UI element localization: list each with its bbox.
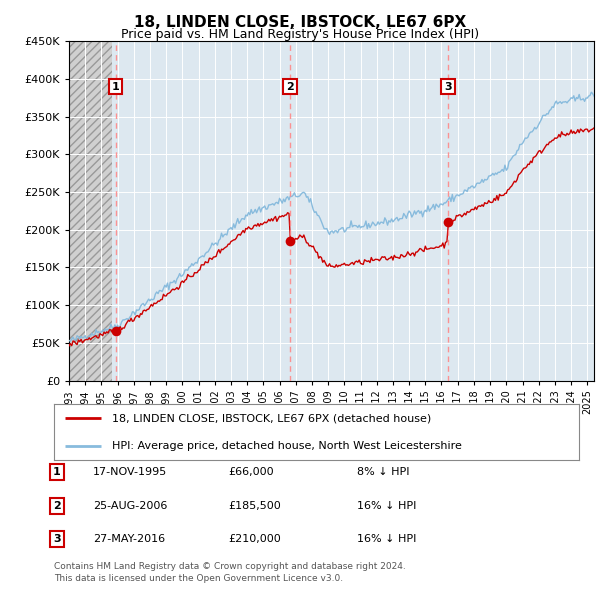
Text: £185,500: £185,500: [228, 501, 281, 510]
Text: This data is licensed under the Open Government Licence v3.0.: This data is licensed under the Open Gov…: [54, 574, 343, 583]
Text: 2: 2: [286, 81, 294, 91]
Bar: [69, 41, 112, 381]
Text: 18, LINDEN CLOSE, IBSTOCK, LE67 6PX: 18, LINDEN CLOSE, IBSTOCK, LE67 6PX: [134, 15, 466, 30]
Text: 25-AUG-2006: 25-AUG-2006: [93, 501, 167, 510]
Text: 3: 3: [53, 535, 61, 544]
Text: HPI: Average price, detached house, North West Leicestershire: HPI: Average price, detached house, Nort…: [112, 441, 461, 451]
Text: 18, LINDEN CLOSE, IBSTOCK, LE67 6PX (detached house): 18, LINDEN CLOSE, IBSTOCK, LE67 6PX (det…: [112, 413, 431, 423]
Text: 17-NOV-1995: 17-NOV-1995: [93, 467, 167, 477]
Text: 1: 1: [112, 81, 119, 91]
Text: 3: 3: [444, 81, 452, 91]
Text: £66,000: £66,000: [228, 467, 274, 477]
Text: Contains HM Land Registry data © Crown copyright and database right 2024.: Contains HM Land Registry data © Crown c…: [54, 562, 406, 571]
Text: £210,000: £210,000: [228, 535, 281, 544]
Text: 1: 1: [53, 467, 61, 477]
Text: 16% ↓ HPI: 16% ↓ HPI: [357, 535, 416, 544]
Text: 8% ↓ HPI: 8% ↓ HPI: [357, 467, 409, 477]
Text: 16% ↓ HPI: 16% ↓ HPI: [357, 501, 416, 510]
Text: 2: 2: [53, 501, 61, 510]
Text: 27-MAY-2016: 27-MAY-2016: [93, 535, 165, 544]
Text: Price paid vs. HM Land Registry's House Price Index (HPI): Price paid vs. HM Land Registry's House …: [121, 28, 479, 41]
